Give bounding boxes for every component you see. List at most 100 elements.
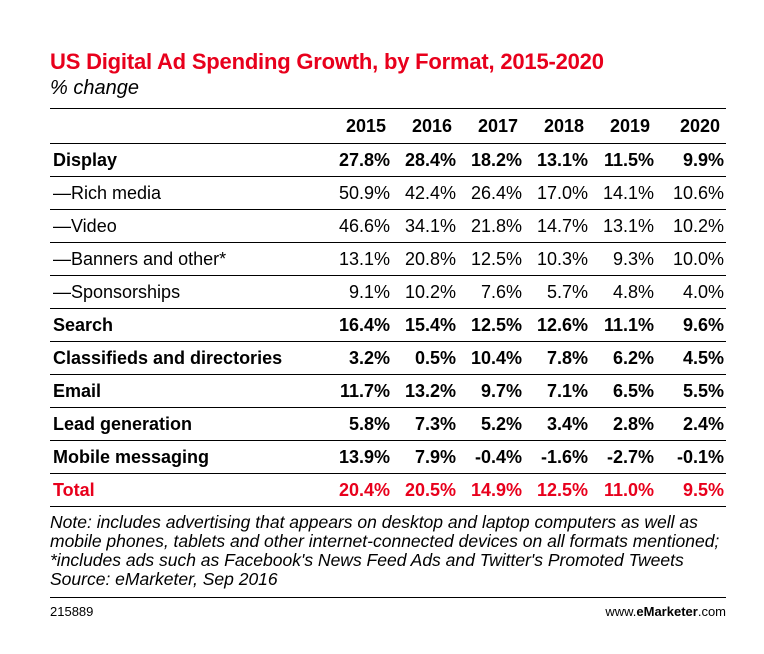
data-cell: 9.3% [612, 248, 654, 269]
data-cell: 21.8% [470, 215, 522, 236]
data-cell: 5.8% [348, 413, 390, 434]
table-row: —Rich media 50.9% 42.4% 26.4% 17.0% 14.1% 10.6… [50, 176, 726, 210]
chart-id: 215889 [50, 604, 94, 619]
row-label: Lead generation [53, 413, 193, 434]
data-cell: 11.0% [603, 479, 654, 500]
table-row: Search 16.4% 15.4% 12.5% 12.6% 11.1% 9.6% [50, 308, 726, 342]
data-cell: -1.6% [540, 446, 588, 467]
data-table: 2015 2016 2017 2018 2019 2020 Display 27.… [50, 109, 726, 506]
data-cell: 9.1% [348, 281, 390, 302]
row-label: —Sponsorships [53, 281, 181, 302]
data-cell: 10.2% [672, 215, 724, 236]
data-cell: 6.2% [612, 347, 654, 368]
footer-rule [50, 597, 726, 598]
data-cell: 7.6% [480, 281, 522, 302]
data-cell: 11.1% [603, 314, 654, 335]
data-cell: 9.7% [480, 380, 522, 401]
data-cell: 13.1% [338, 248, 390, 269]
data-cell: 28.4% [404, 149, 456, 170]
data-cell: 42.4% [404, 182, 456, 203]
data-cell: 4.8% [612, 281, 654, 302]
data-cell: 12.6% [536, 314, 588, 335]
data-cell: 4.5% [682, 347, 724, 368]
data-cell: 10.3% [536, 248, 588, 269]
data-cell: 5.5% [682, 380, 724, 401]
row-label: Classifieds and directories [53, 347, 283, 368]
data-cell: 3.2% [348, 347, 390, 368]
column-header: 2017 [477, 115, 518, 136]
row-label: Display [53, 149, 118, 170]
data-cell: 13.2% [404, 380, 456, 401]
data-cell: 14.7% [536, 215, 588, 236]
data-cell: 14.1% [602, 182, 654, 203]
data-cell: -0.1% [676, 446, 724, 467]
table-row: —Video 46.6% 34.1% 21.8% 14.7% 13.1% 10.2% [50, 209, 726, 243]
data-cell: 27.8% [338, 149, 390, 170]
data-cell: 0.5% [414, 347, 456, 368]
table-row: Classifieds and directories 3.2% 0.5% 10.4%… [50, 341, 726, 375]
chart-subtitle: % change [50, 77, 139, 99]
footer: 215889 www.eMarketer.com [50, 598, 726, 619]
data-cell: 7.9% [414, 446, 456, 467]
data-cell: 12.5% [470, 248, 522, 269]
table-row: Mobile messaging 13.9% 7.9% -0.4% -1.6% -2.7%… [50, 440, 726, 474]
data-cell: 6.5% [612, 380, 654, 401]
row-label: Email [53, 380, 102, 401]
data-cell: 10.4% [470, 347, 522, 368]
note-text: Note: includes advertising that appears … [50, 512, 720, 570]
data-cell: 4.0% [682, 281, 724, 302]
data-cell: 2.8% [612, 413, 654, 434]
column-header: 2018 [543, 115, 584, 136]
row-label: —Video [53, 215, 117, 236]
table-body: Display 27.8% 28.4% 18.2% 13.1% 11.5% 9.9% —Ric… [50, 143, 726, 507]
data-cell: 11.5% [603, 149, 654, 170]
data-cell: 7.1% [546, 380, 588, 401]
row-label: Search [53, 314, 114, 335]
data-cell: 7.3% [414, 413, 456, 434]
data-cell: 7.8% [546, 347, 588, 368]
column-header: 2016 [411, 115, 452, 136]
row-label: —Banners and other* [53, 248, 227, 269]
table-row: Display 27.8% 28.4% 18.2% 13.1% 11.5% 9.9% [50, 143, 726, 177]
data-cell: 46.6% [338, 215, 390, 236]
bottom-rule [50, 506, 726, 507]
data-cell: 20.8% [404, 248, 456, 269]
data-cell: -2.7% [606, 446, 654, 467]
data-cell: 2.4% [682, 413, 724, 434]
data-cell: -0.4% [474, 446, 522, 467]
row-label: Mobile messaging [53, 446, 210, 467]
table-row: Email 11.7% 13.2% 9.7% 7.1% 6.5% 5.5% [50, 374, 726, 408]
data-cell: 10.0% [672, 248, 724, 269]
data-cell: 34.1% [404, 215, 456, 236]
brand-name: eMarketer [636, 604, 698, 619]
data-cell: 18.2% [470, 149, 522, 170]
data-cell: 5.2% [480, 413, 522, 434]
row-label: Total [53, 479, 95, 500]
data-cell: 5.7% [546, 281, 588, 302]
data-cell: 13.1% [536, 149, 588, 170]
row-header-spacer [50, 109, 326, 144]
data-cell: 50.9% [338, 182, 390, 203]
brand-link[interactable]: www.eMarketer.com [605, 604, 726, 619]
data-cell: 20.5% [404, 479, 456, 500]
table-row: Lead generation 5.8% 7.3% 5.2% 3.4% 2.8% 2.4% [50, 407, 726, 441]
table-row: —Sponsorships 9.1% 10.2% 7.6% 5.7% 4.8% 4.0% [50, 275, 726, 309]
table-row: —Banners and other* 13.1% 20.8% 12.5% 10.3% 9… [50, 242, 726, 276]
data-cell: 26.4% [470, 182, 522, 203]
header-row: 2015 2016 2017 2018 2019 2020 [50, 109, 726, 144]
data-cell: 9.6% [682, 314, 724, 335]
data-cell: 9.5% [682, 479, 724, 500]
data-cell: 10.2% [404, 281, 456, 302]
data-cell: 13.9% [338, 446, 390, 467]
data-cell: 9.9% [682, 149, 724, 170]
footnote: Note: includes advertising that appears … [50, 507, 726, 597]
brand-prefix: www. [605, 604, 637, 619]
data-cell: 12.5% [470, 314, 522, 335]
top-rule [50, 108, 726, 109]
column-header: 2019 [609, 115, 650, 136]
data-cell: 16.4% [338, 314, 390, 335]
data-cell: 3.4% [546, 413, 588, 434]
data-cell: 14.9% [470, 479, 522, 500]
data-cell: 13.1% [602, 215, 654, 236]
row-label: —Rich media [53, 182, 162, 203]
